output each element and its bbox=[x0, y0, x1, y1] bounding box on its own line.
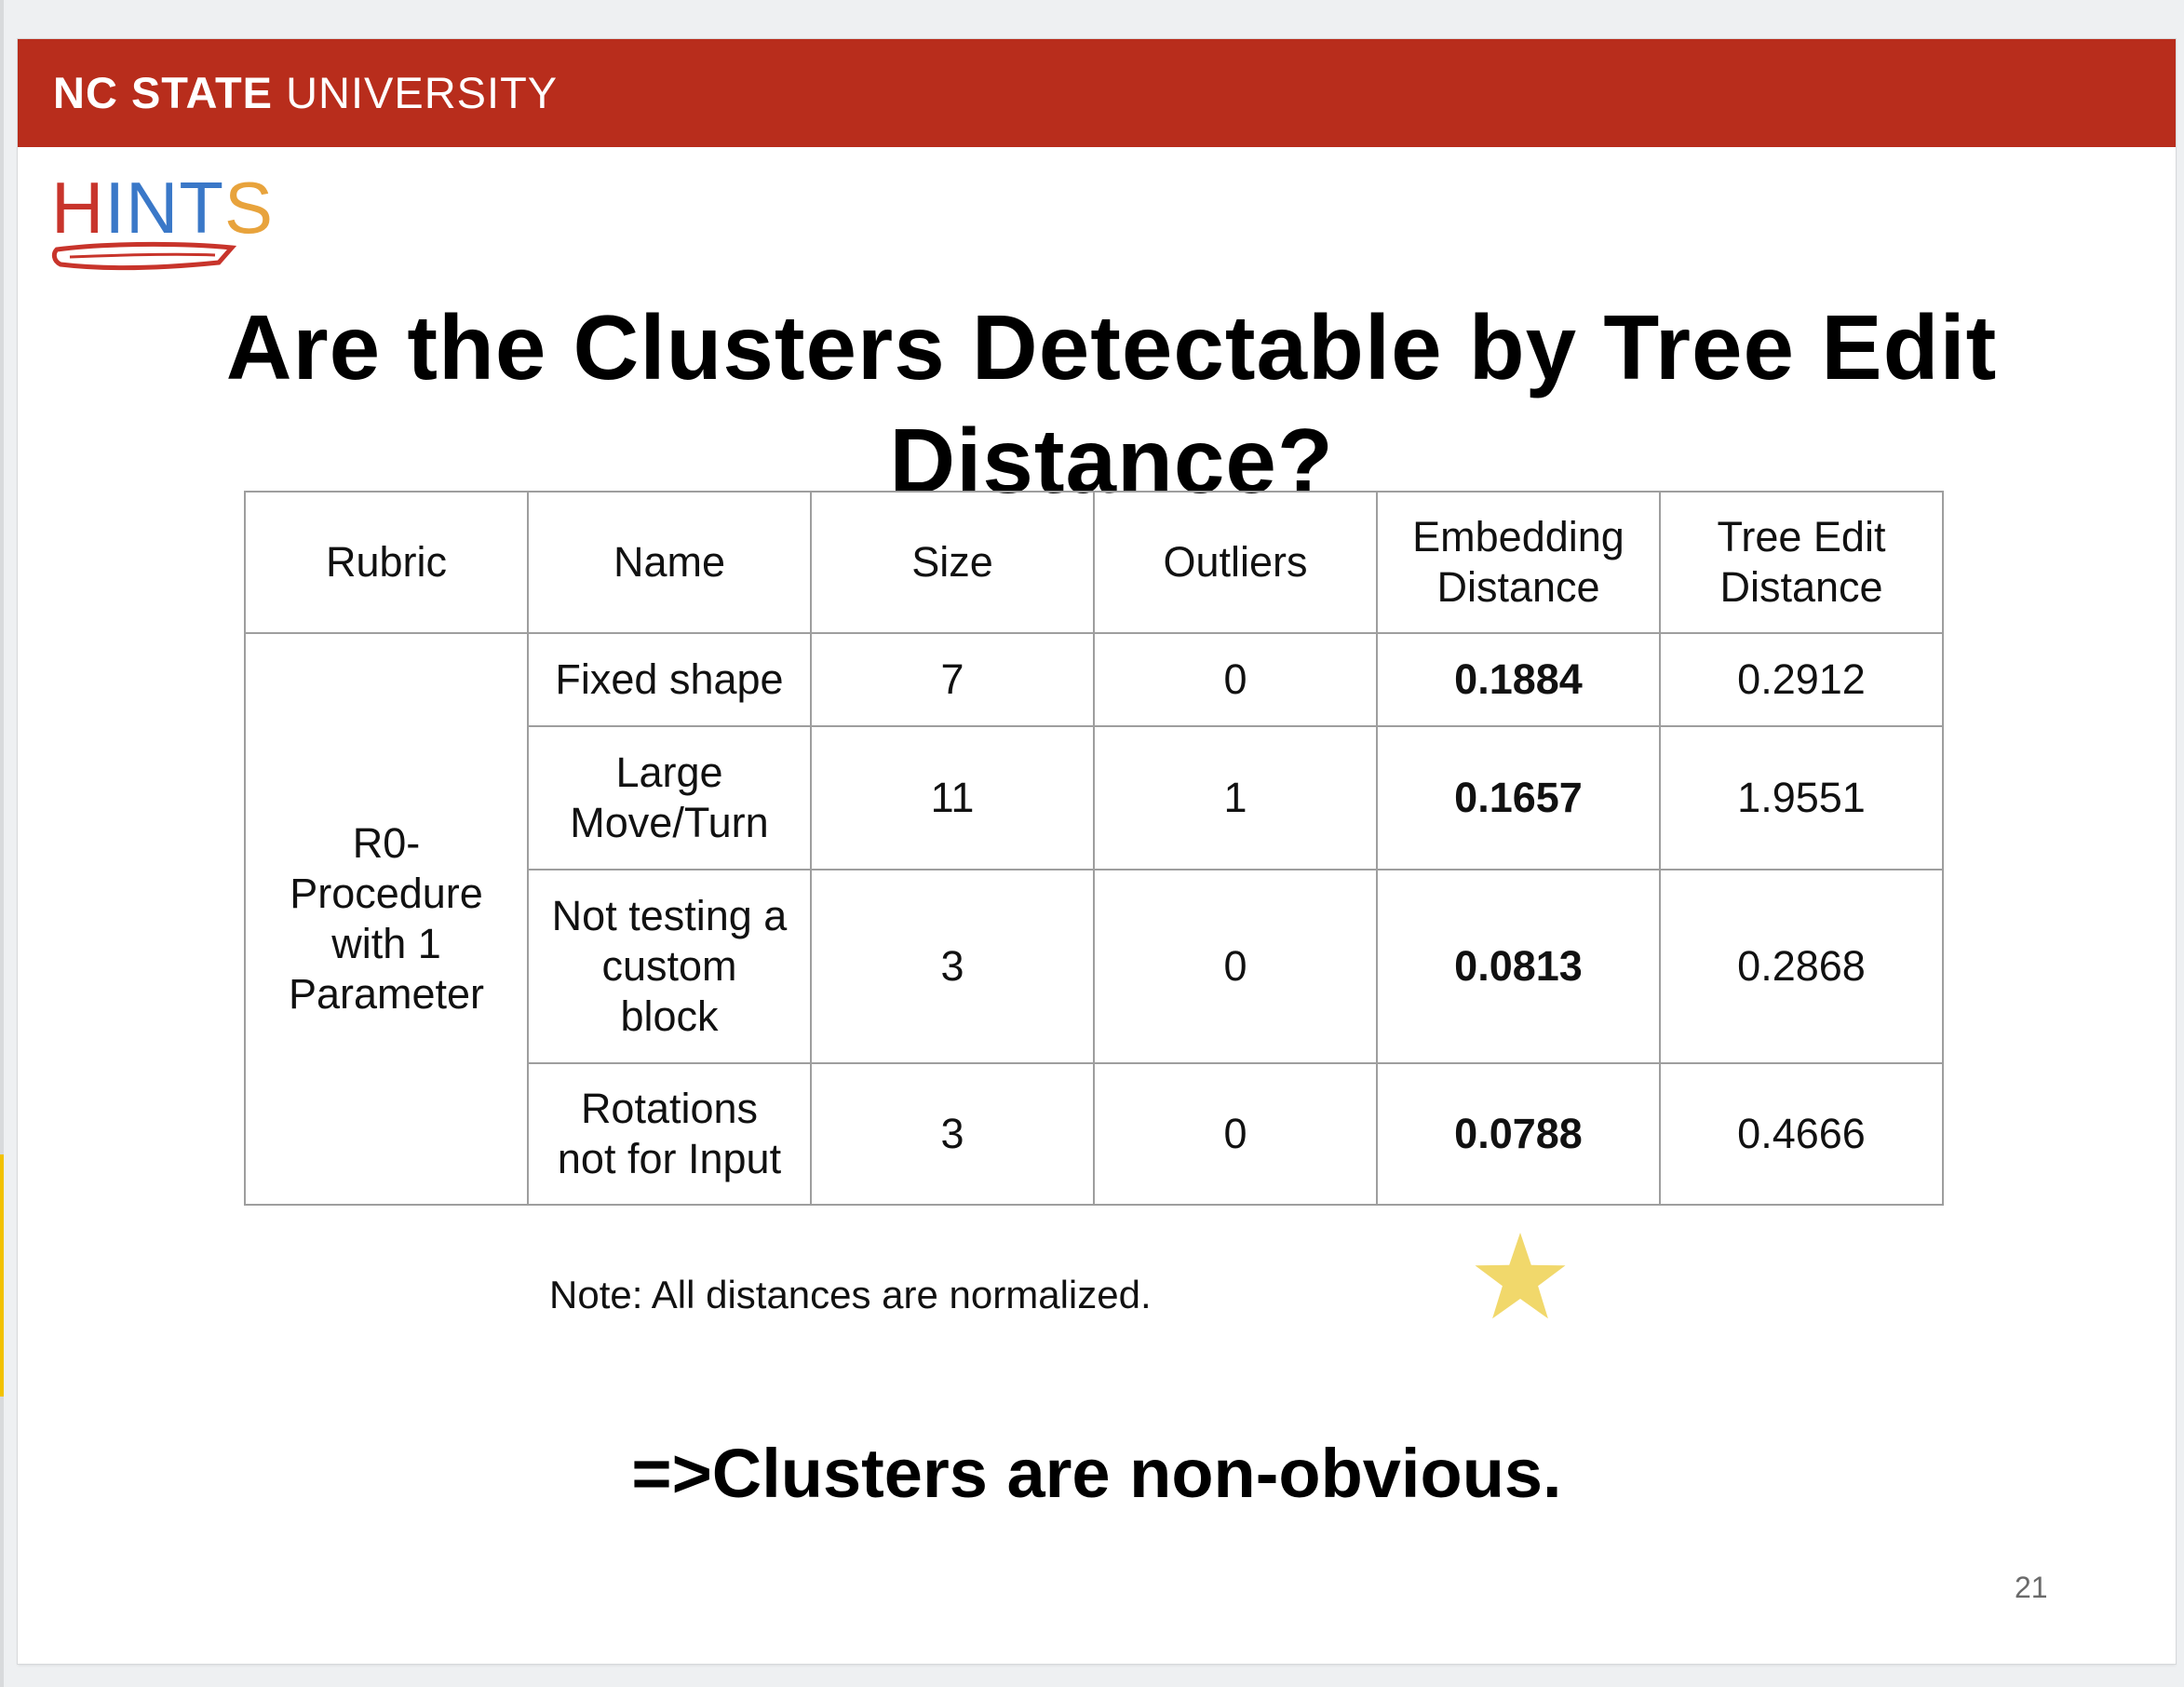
university-name-rest: UNIVERSITY bbox=[273, 68, 559, 117]
outliers-cell: 0 bbox=[1093, 632, 1378, 727]
embedding-distance-cell: 0.0788 bbox=[1376, 1062, 1661, 1206]
embedding-distance-cell: 0.1884 bbox=[1376, 632, 1661, 727]
embedding-distance-cell: 0.0813 bbox=[1376, 869, 1661, 1064]
header-embedding-distance: Embedding Distance bbox=[1376, 491, 1661, 634]
slide-title: Are the Clusters Detectable by Tree Edit… bbox=[225, 296, 1998, 512]
header-outliers: Outliers bbox=[1093, 491, 1378, 634]
table-row: Not testing a custom block 3 0 0.0813 0.28… bbox=[245, 869, 1944, 1064]
star-icon bbox=[1475, 1233, 1566, 1319]
embedding-distance-cell: 0.1657 bbox=[1376, 725, 1661, 870]
conclusion-text: =>Clusters are non-obvious. bbox=[631, 1435, 1562, 1512]
university-name: NC STATE UNIVERSITY bbox=[53, 71, 558, 115]
hints-letter: S bbox=[224, 167, 275, 249]
table-row: Rotations not for Input 3 0 0.0788 0.4666 bbox=[245, 1062, 1944, 1206]
header-rubric: Rubric bbox=[244, 491, 529, 634]
header-name: Name bbox=[527, 491, 812, 634]
page-number: 21 bbox=[2015, 1571, 2048, 1604]
results-table: Rubric Name Size Outliers Embedding Dist… bbox=[244, 491, 1944, 1206]
rubric-cell: R0- Procedure with 1 Parameter bbox=[244, 632, 529, 1206]
name-cell: Not testing a custom block bbox=[527, 869, 812, 1064]
name-cell: Large Move/Turn bbox=[527, 725, 812, 870]
size-cell: 3 bbox=[810, 869, 1095, 1064]
table-row: Large Move/Turn 11 1 0.1657 1.9551 bbox=[245, 725, 1944, 870]
slide: NC STATE UNIVERSITY HINTS Are the Cluste… bbox=[18, 39, 2176, 1664]
hints-logo: HINTS bbox=[51, 171, 273, 302]
hints-logo-text: HINTS bbox=[51, 171, 274, 244]
header-size: Size bbox=[810, 491, 1095, 634]
size-cell: 3 bbox=[810, 1062, 1095, 1206]
tree-edit-distance-cell: 0.2868 bbox=[1659, 869, 1944, 1064]
tree-edit-distance-cell: 0.4666 bbox=[1659, 1062, 1944, 1206]
size-cell: 7 bbox=[810, 632, 1095, 727]
tree-edit-distance-cell: 1.9551 bbox=[1659, 725, 1944, 870]
hints-swoosh-icon bbox=[51, 241, 237, 271]
hints-letter: T bbox=[179, 167, 225, 249]
header-banner: NC STATE UNIVERSITY bbox=[18, 39, 2176, 147]
hints-letter: H bbox=[51, 167, 105, 249]
hints-letter: I bbox=[104, 167, 127, 249]
outliers-cell: 1 bbox=[1093, 725, 1378, 870]
table-row: R0- Procedure with 1 Parameter Fixed shape … bbox=[244, 632, 1944, 1206]
window-left-edge bbox=[0, 0, 4, 1687]
outliers-cell: 0 bbox=[1093, 869, 1378, 1064]
window-left-accent bbox=[0, 1154, 4, 1397]
name-cell: Rotations not for Input bbox=[527, 1062, 812, 1206]
header-tree-edit-distance: Tree Edit Distance bbox=[1659, 491, 1944, 634]
normalization-note: Note: All distances are normalized. bbox=[549, 1273, 1152, 1316]
name-cell: Fixed shape bbox=[527, 632, 812, 727]
hints-letter: N bbox=[126, 167, 180, 249]
tree-edit-distance-cell: 0.2912 bbox=[1659, 632, 1944, 727]
table-header-row: Rubric Name Size Outliers Embedding Dist… bbox=[244, 491, 1944, 634]
university-name-bold: NC STATE bbox=[53, 68, 274, 117]
size-cell: 11 bbox=[810, 725, 1095, 870]
outliers-cell: 0 bbox=[1093, 1062, 1378, 1206]
